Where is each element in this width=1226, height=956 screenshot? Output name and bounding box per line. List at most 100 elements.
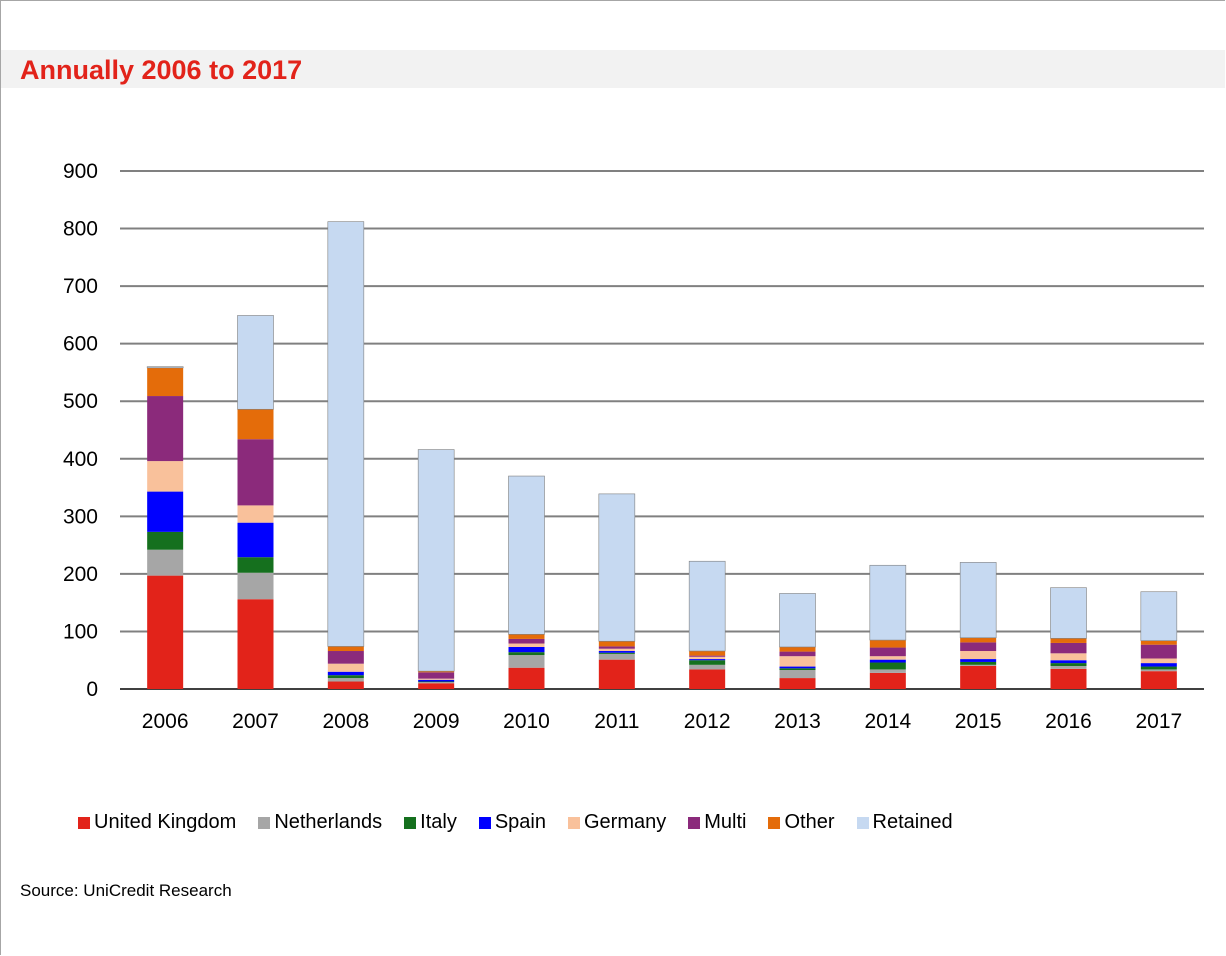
x-tick-label: 2010: [503, 710, 550, 733]
bar-segment-germany: [869, 656, 906, 660]
bar-segment-germany: [508, 643, 545, 647]
x-axis-ticks: 2006 2007 2008 2009 2010 2011 2012 2013 2014 2015…: [142, 710, 1182, 733]
x-tick-label: 2009: [413, 710, 460, 733]
bar-segment-multi: [147, 396, 184, 462]
legend-swatch: [768, 816, 781, 829]
bar-segment-netherlands: [1140, 669, 1177, 672]
chart-title: Annually 2006 to 2017: [20, 55, 303, 85]
bar-segment-united-kingdom: [1140, 671, 1177, 689]
legend-label: Germany: [584, 811, 667, 833]
bar-segment-multi: [779, 651, 816, 657]
bar-segment-spain: [960, 659, 997, 662]
bar-segment-italy: [869, 662, 906, 670]
bar-stack-2007: [237, 315, 274, 689]
bar-stack-2013: [779, 593, 816, 689]
bar-segment-italy: [689, 660, 726, 665]
y-tick-label: 200: [63, 563, 98, 586]
bar-segment-italy: [1140, 666, 1177, 670]
bar-segment-other: [508, 634, 545, 639]
legend-swatch: [568, 816, 580, 829]
x-tick-label: 2013: [774, 710, 821, 733]
y-tick-label: 400: [63, 448, 98, 471]
legend-item: United Kingdom: [78, 811, 236, 834]
bar-segment-other: [147, 367, 184, 397]
bar-segment-united-kingdom: [779, 678, 816, 689]
bar-segment-other: [869, 640, 906, 648]
bar-segment-retained: [237, 315, 274, 410]
legend-item: Other: [768, 811, 835, 834]
legend-swatch: [78, 816, 90, 829]
bar-segment-italy: [598, 652, 635, 654]
title-band: [1, 50, 1225, 88]
bar-segment-other: [598, 641, 635, 647]
bar-segment-united-kingdom: [327, 681, 364, 689]
bar-segment-other: [418, 671, 455, 673]
bar-segment-multi: [327, 651, 364, 664]
bar-segment-germany: [327, 663, 364, 672]
bar-segment-germany: [1050, 653, 1087, 661]
legend-label: Other: [784, 811, 835, 833]
bar-segment-united-kingdom: [1050, 668, 1087, 689]
bar-segment-italy: [147, 531, 184, 550]
bar-segment-netherlands: [689, 664, 726, 670]
legend-item: Spain: [478, 811, 546, 834]
bar-segment-retained: [1050, 587, 1087, 639]
legend-item: Netherlands: [258, 811, 382, 834]
bar-segment-multi: [869, 647, 906, 657]
x-tick-label: 2006: [142, 710, 189, 733]
legend-swatch: [856, 816, 869, 829]
bar-stack-2010: [508, 475, 545, 689]
legend-swatch: [258, 816, 271, 829]
y-axis-ticks: 0 100 200 300 400 500 600 700 800 900: [63, 160, 98, 701]
bar-segment-united-kingdom: [147, 575, 184, 689]
x-tick-label: 2008: [322, 710, 369, 733]
bar-stack-2015: [959, 562, 997, 689]
bar-segment-spain: [779, 666, 816, 669]
bar-segment-spain: [508, 646, 545, 653]
bar-segment-netherlands: [598, 653, 635, 660]
bar-segment-spain: [1050, 660, 1087, 664]
x-tick-label: 2014: [864, 710, 911, 733]
bar-segment-other: [237, 409, 274, 440]
bar-segment-spain: [237, 522, 274, 558]
legend-swatch: [478, 816, 491, 829]
legend-label: Netherlands: [274, 811, 383, 833]
bar-segment-spain: [598, 651, 635, 653]
bar-segment-multi: [1140, 644, 1177, 659]
legend-swatch: [404, 816, 417, 829]
bar-segment-retained: [598, 493, 636, 642]
legend-label: Retained: [872, 811, 953, 833]
legend-label: Spain: [494, 811, 546, 833]
bar-segment-multi: [689, 655, 726, 657]
chart-legend: United Kingdom Netherlands Italy Spain Germa…: [78, 811, 975, 834]
bar-segment-italy: [418, 681, 455, 683]
source-note: Source: UniCredit Research: [20, 881, 232, 900]
bar-stack-2014: [869, 564, 907, 689]
bar-segment-germany: [689, 656, 726, 660]
bar-segment-spain: [147, 491, 184, 532]
bar-segment-multi: [418, 672, 455, 679]
y-tick-label: 0: [86, 678, 98, 701]
bar-segment-germany: [418, 678, 455, 680]
bar-segment-united-kingdom: [508, 667, 545, 689]
bar-segment-other: [689, 651, 726, 656]
bar-segment-netherlands: [1050, 665, 1087, 669]
bar-stack-2008: [327, 221, 365, 689]
bar-segment-italy: [779, 668, 816, 671]
bar-segment-united-kingdom: [418, 683, 455, 689]
bar-segment-other: [1140, 640, 1177, 645]
x-tick-label: 2012: [684, 710, 731, 733]
bar-segment-netherlands: [960, 664, 997, 666]
bar-segment-germany: [779, 656, 816, 667]
bar-segment-spain: [869, 659, 906, 663]
bar-segment-germany: [237, 505, 274, 523]
legend-item: Multi: [688, 811, 746, 834]
bar-segment-retained: [327, 221, 365, 647]
bar-segment-united-kingdom: [960, 665, 997, 689]
bar-segment-spain: [1140, 663, 1177, 667]
legend-label: Multi: [704, 811, 747, 833]
bar-segment-retained: [508, 475, 545, 635]
bar-segment-united-kingdom: [689, 669, 726, 689]
x-tick-label: 2017: [1135, 710, 1182, 733]
